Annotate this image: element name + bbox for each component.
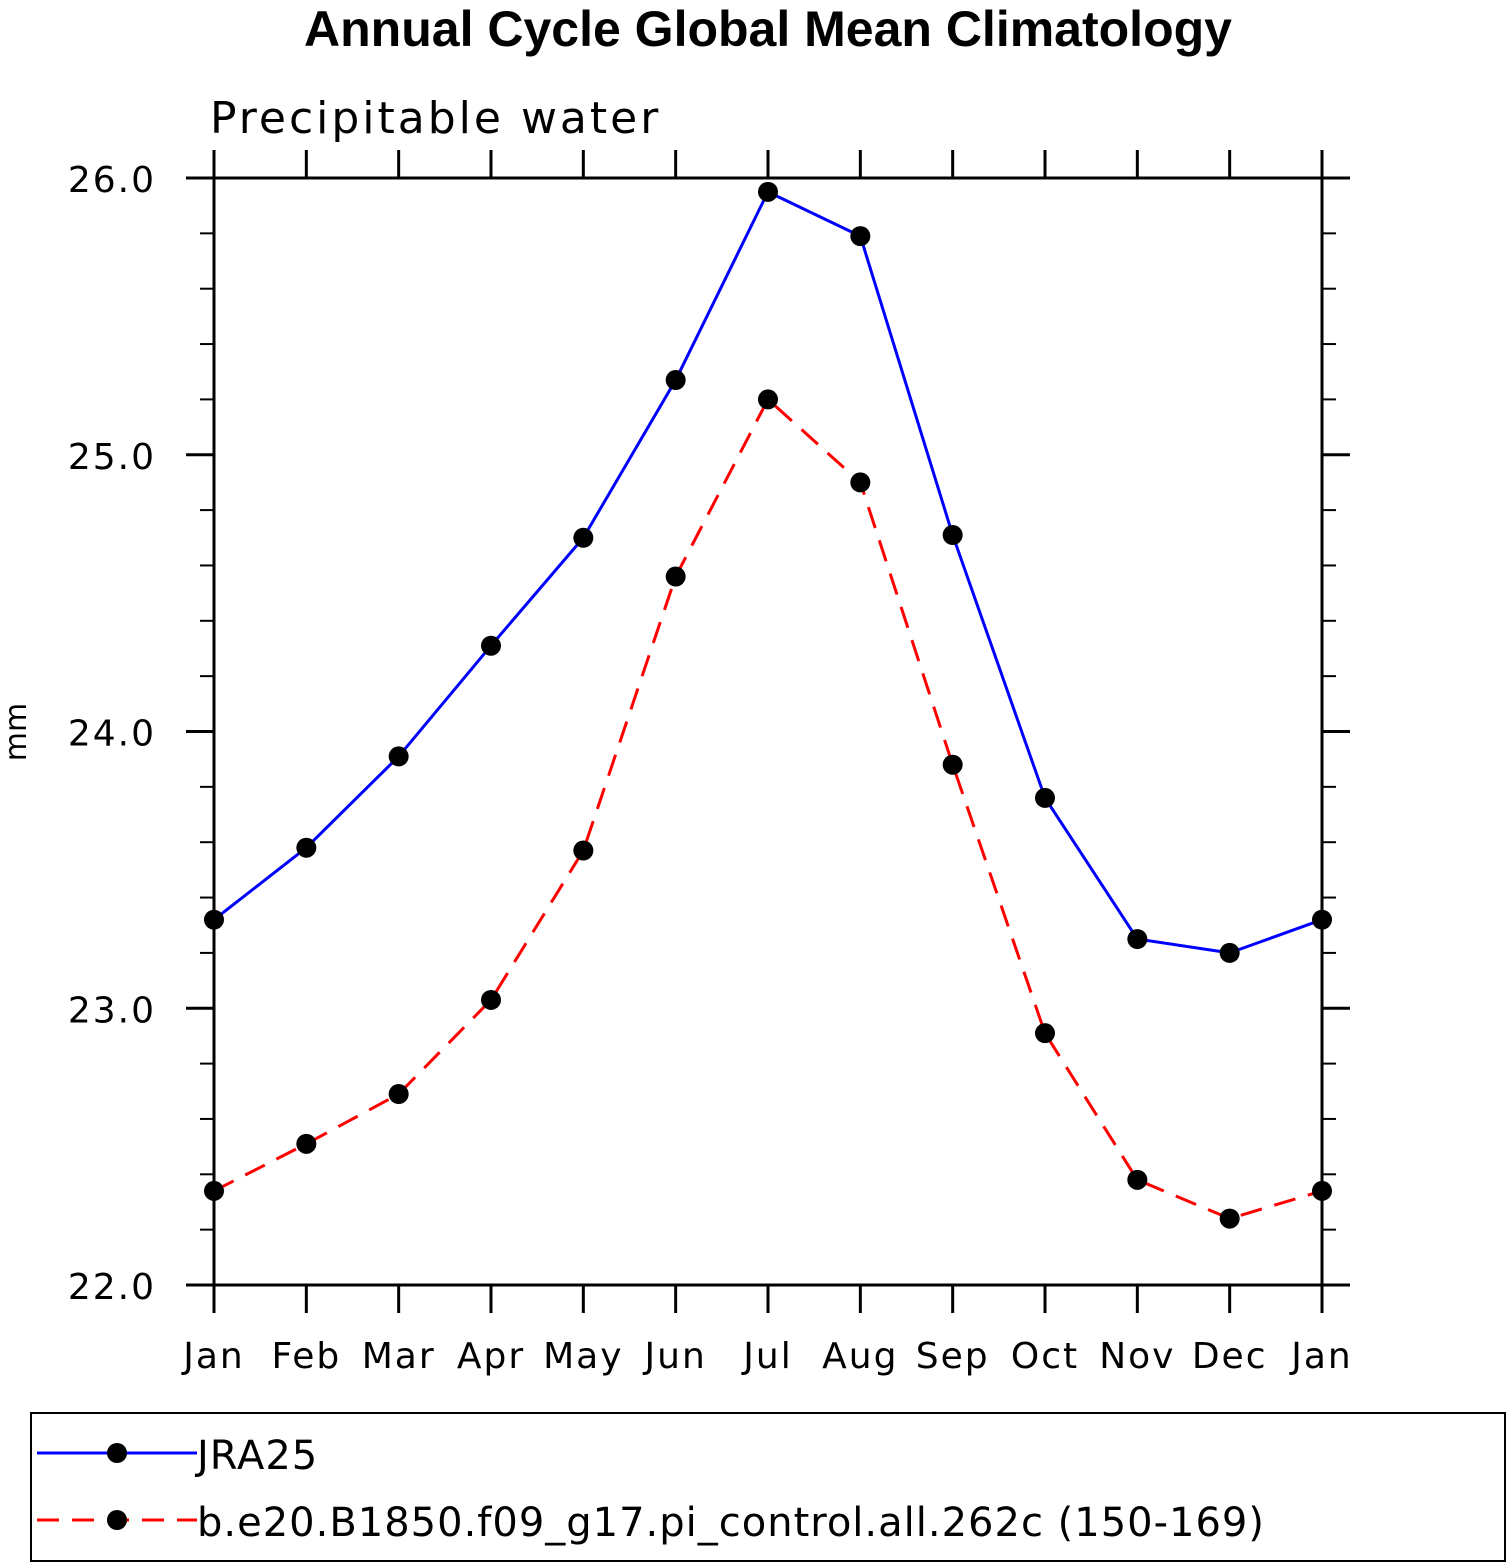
legend-box bbox=[30, 1412, 1506, 1562]
axis-ticks bbox=[186, 150, 1350, 1313]
data-point-series-1 bbox=[758, 389, 778, 410]
data-point-series-0 bbox=[1312, 909, 1332, 930]
y-tick-labels: 22.0 23.0 24.0 25.0 26.0 bbox=[68, 160, 156, 1308]
data-point-series-1 bbox=[204, 1180, 224, 1201]
data-point-series-1 bbox=[296, 1133, 317, 1154]
data-point-series-0 bbox=[850, 226, 871, 247]
legend-entry-model: b.e20.B1850.f09_g17.pi_control.all.262c … bbox=[37, 1500, 1265, 1546]
legend-label-jra25: JRA25 bbox=[194, 1433, 318, 1479]
x-tick-label: Jan bbox=[181, 1336, 245, 1377]
data-point-series-0 bbox=[942, 525, 963, 546]
y-axis-label: mm bbox=[0, 703, 34, 761]
data-point-series-0 bbox=[204, 909, 224, 930]
series-layer bbox=[204, 181, 1332, 1229]
x-tick-label: Jun bbox=[643, 1336, 707, 1377]
data-point-series-0 bbox=[665, 370, 686, 391]
legend-entry-jra25: JRA25 bbox=[37, 1433, 318, 1479]
x-tick-labels: Jan Feb Mar Apr May Jun Jul Aug Sep Oct Nov Dec Jan bbox=[181, 1336, 1353, 1377]
y-tick-label: 22.0 bbox=[68, 1267, 156, 1308]
legend-marker-model bbox=[107, 1510, 127, 1530]
y-tick-label: 23.0 bbox=[68, 990, 156, 1031]
x-tick-label: Jul bbox=[741, 1336, 792, 1377]
x-tick-label: Mar bbox=[362, 1336, 436, 1377]
x-tick-label: Jan bbox=[1289, 1336, 1353, 1377]
data-point-series-0 bbox=[1219, 942, 1240, 963]
plot-frame bbox=[212, 176, 1324, 1287]
data-point-series-1 bbox=[1312, 1180, 1332, 1201]
data-point-series-0 bbox=[758, 181, 778, 202]
x-tick-label: Nov bbox=[1099, 1336, 1175, 1377]
data-point-series-1 bbox=[1035, 1023, 1055, 1044]
chart-title: Annual Cycle Global Mean Climatology bbox=[304, 1, 1232, 57]
x-tick-label: Sep bbox=[916, 1336, 990, 1377]
chart-subtitle: Precipitable water bbox=[210, 93, 661, 144]
y-tick-label: 26.0 bbox=[68, 160, 156, 201]
data-point-series-1 bbox=[573, 840, 594, 861]
data-point-series-1 bbox=[665, 566, 686, 587]
x-tick-label: Feb bbox=[271, 1336, 341, 1377]
data-point-series-1 bbox=[850, 472, 871, 493]
data-point-series-0 bbox=[296, 837, 317, 858]
legend-marker-jra25 bbox=[107, 1443, 127, 1463]
series-line-1 bbox=[213, 397, 1323, 1221]
y-tick-label: 25.0 bbox=[68, 437, 156, 478]
x-tick-label: Apr bbox=[457, 1336, 525, 1377]
legend-label-model: b.e20.B1850.f09_g17.pi_control.all.262c … bbox=[197, 1500, 1265, 1546]
data-point-series-0 bbox=[388, 746, 409, 767]
data-point-series-0 bbox=[573, 527, 594, 548]
data-point-series-1 bbox=[481, 989, 501, 1010]
data-point-series-1 bbox=[388, 1084, 409, 1105]
data-point-series-0 bbox=[1127, 929, 1148, 950]
x-tick-label: Oct bbox=[1011, 1336, 1079, 1377]
data-point-series-1 bbox=[1127, 1169, 1148, 1190]
data-point-series-0 bbox=[481, 635, 501, 656]
x-tick-label: Aug bbox=[822, 1336, 898, 1377]
x-tick-label: May bbox=[543, 1336, 623, 1377]
series-line-0 bbox=[213, 190, 1323, 955]
x-tick-label: Dec bbox=[1192, 1336, 1268, 1377]
data-point-series-0 bbox=[1035, 787, 1055, 808]
y-tick-label: 24.0 bbox=[68, 714, 156, 755]
data-point-series-1 bbox=[1219, 1208, 1240, 1229]
data-point-series-1 bbox=[942, 754, 963, 775]
